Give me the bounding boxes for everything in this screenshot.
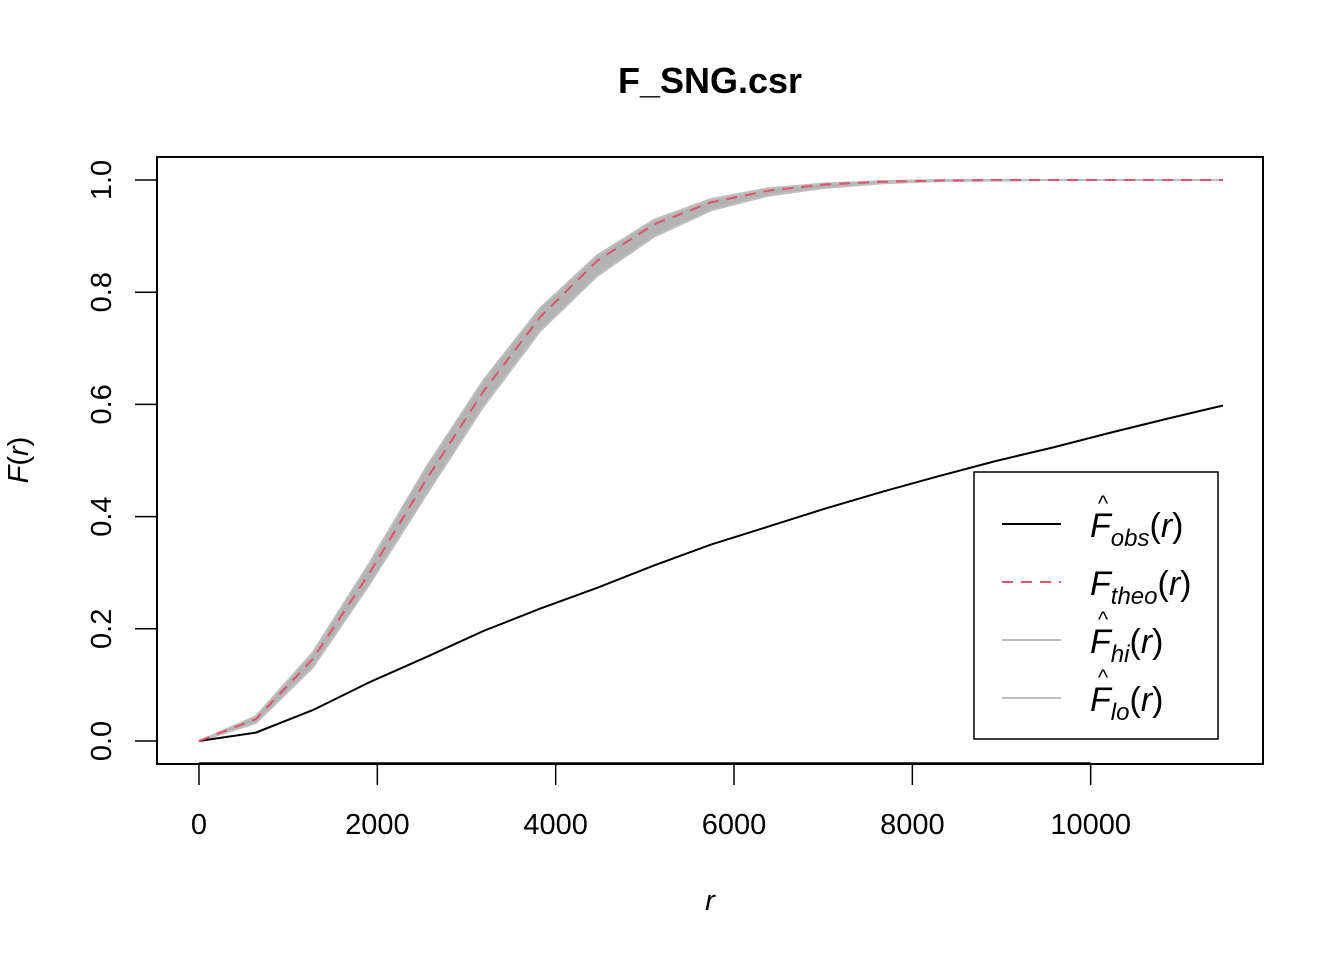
x-tick-label: 0 <box>191 809 207 841</box>
legend-label-theo: Ftheo(r) <box>1090 565 1191 610</box>
y-tick-label: 0.6 <box>86 384 118 424</box>
y-tick-label: 0.8 <box>86 272 118 312</box>
y-tick-label: 0.2 <box>86 609 118 649</box>
y-tick-label: 1.0 <box>86 160 118 200</box>
series-layer <box>198 179 1224 742</box>
y-axis-label-close: ) <box>3 437 35 447</box>
legend-label-lo: Flo(r) <box>1090 681 1163 726</box>
legend: Fobs(r)^Ftheo(r)Fhi(r)^Flo(r)^ <box>973 471 1219 740</box>
legend-hat-obs: ^ <box>1098 491 1109 516</box>
x-tick-label: 2000 <box>345 809 410 841</box>
x-tick-label: 10000 <box>1050 809 1131 841</box>
legend-label-obs: Fobs(r) <box>1090 507 1183 552</box>
y-axis-label-open: ( <box>3 456 35 466</box>
x-axis-label: r <box>705 885 716 917</box>
x-tick-label: 6000 <box>702 809 767 841</box>
x-tick-label: 4000 <box>523 809 588 841</box>
series-line-obs <box>198 404 1224 742</box>
legend-hat-lo: ^ <box>1098 665 1109 690</box>
y-axis-label: F(r) <box>3 437 35 484</box>
legend-box <box>973 471 1219 740</box>
y-axis: 0.0 0.2 0.4 0.6 0.8 1.0 <box>86 160 158 761</box>
legend-label-hi: Fhi(r) <box>1090 623 1163 668</box>
y-tick-label: 0.4 <box>86 496 118 536</box>
x-axis: 0 2000 4000 6000 8000 10000 <box>191 762 1131 841</box>
y-axis-label-main: F <box>3 463 35 483</box>
y-axis-label-arg: r <box>3 445 35 456</box>
series-line-theo <box>198 179 1223 742</box>
y-tick-label: 0.0 <box>86 721 118 761</box>
legend-hat-hi: ^ <box>1098 607 1109 632</box>
chart-title: F_SNG.csr <box>618 60 802 101</box>
x-tick-label: 8000 <box>880 809 945 841</box>
